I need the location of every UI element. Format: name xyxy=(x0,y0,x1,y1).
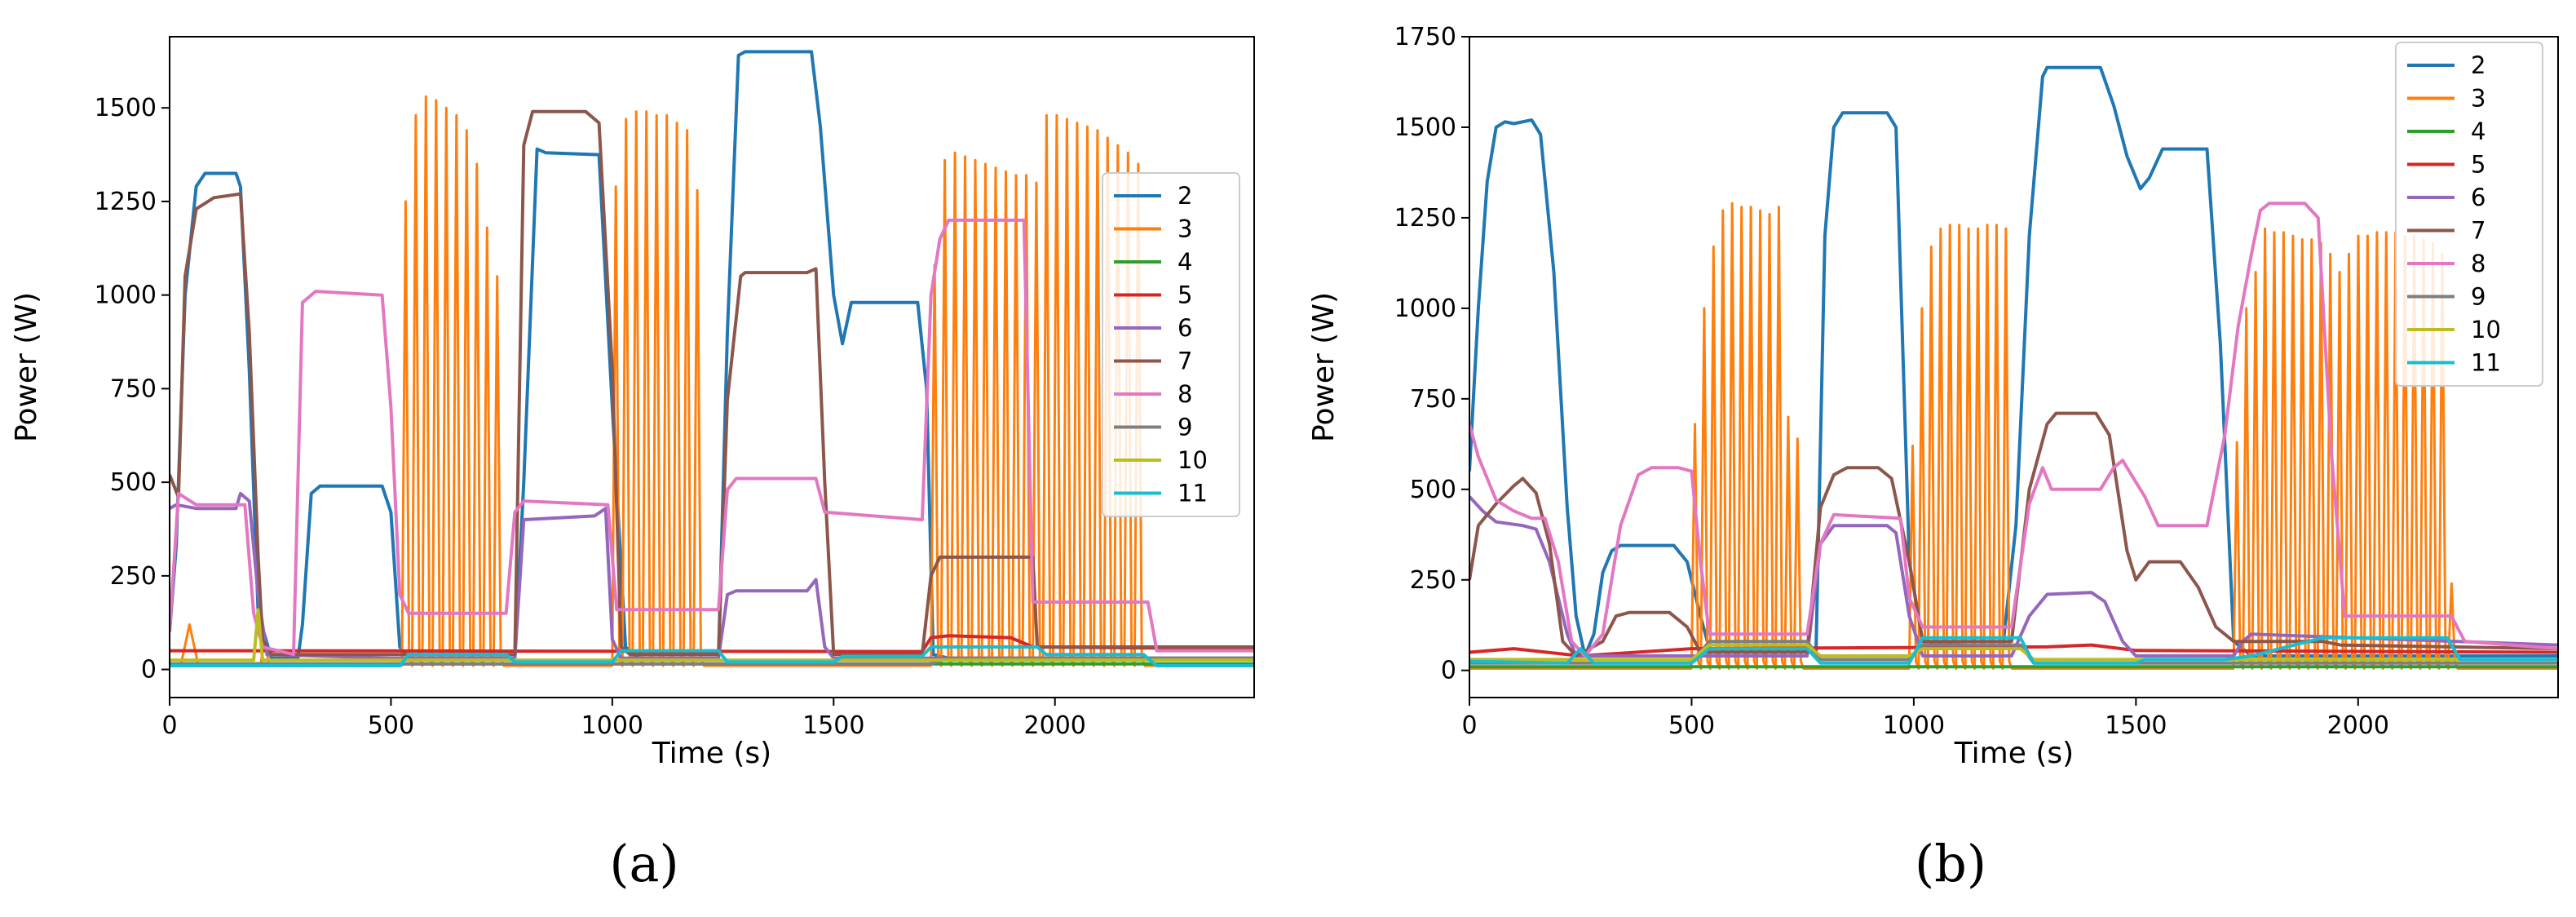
panel-caption: (b) xyxy=(1915,834,1986,893)
legend-entry-label: 11 xyxy=(2471,349,2501,377)
series-line-10 xyxy=(1469,643,2558,662)
series-line-7 xyxy=(1469,411,2558,658)
legend-entry-label: 4 xyxy=(1178,248,1192,276)
y-tick-label: 500 xyxy=(1410,476,1456,504)
panel-caption: (a) xyxy=(609,834,678,893)
plot-frame xyxy=(1469,36,2559,698)
legend-entry-label: 8 xyxy=(2471,250,2485,277)
legend-entry-label: 9 xyxy=(1178,414,1192,441)
panel-b: 0 500 1000 1500 2000 0 250 500 750 1000 1250 1500 17… xyxy=(1307,23,2559,893)
legend-box xyxy=(2395,42,2543,387)
x-tick-label: 500 xyxy=(368,711,414,740)
legend-entry-label: 11 xyxy=(1178,480,1208,507)
y-axis-label: Power (W) xyxy=(1307,292,1341,442)
y-tick-label: 0 xyxy=(1441,657,1456,685)
legend-entry-label: 8 xyxy=(1178,380,1192,408)
series-line-6 xyxy=(170,491,1254,660)
series-line-2 xyxy=(170,50,1254,660)
legend-entry-label: 3 xyxy=(2471,85,2485,113)
y-tick-label: 0 xyxy=(141,656,157,684)
series-line-7 xyxy=(170,109,1254,657)
legend-entry-label: 3 xyxy=(1178,215,1192,243)
x-tick-label: 500 xyxy=(1668,711,1715,740)
y-tick-label: 1500 xyxy=(1394,113,1456,142)
x-tick-label: 2000 xyxy=(2327,711,2389,740)
legend-entry-label: 5 xyxy=(2471,151,2485,179)
plot-frame xyxy=(169,36,1255,698)
y-tick-label: 1000 xyxy=(1394,295,1456,323)
y-tick-label: 250 xyxy=(110,562,157,591)
legend: 2 3 4 5 6 7 8 9 10 11 xyxy=(2395,42,2543,387)
x-tick-label: 1500 xyxy=(2105,711,2167,740)
x-tick-label: 1500 xyxy=(802,711,864,740)
y-tick-label: 1500 xyxy=(95,94,157,122)
series-line-3 xyxy=(1469,202,2558,670)
legend-entry-label: 7 xyxy=(1178,348,1192,375)
series-layer xyxy=(1469,65,2558,670)
legend-entry-label: 10 xyxy=(2471,316,2501,343)
series-line-6 xyxy=(1469,495,2558,658)
y-tick-label: 1250 xyxy=(1394,204,1456,233)
x-tick-label: 0 xyxy=(161,711,177,740)
legend-box xyxy=(1102,172,1240,517)
y-tick-label: 1250 xyxy=(95,188,157,216)
x-tick-label: 1000 xyxy=(581,711,643,740)
series-line-11 xyxy=(1469,636,2558,665)
tick-layer: 0 500 1000 1500 2000 0 250 500 750 1000 1250 1500 17… xyxy=(1394,23,2389,740)
y-tick-label: 250 xyxy=(1410,566,1456,595)
x-tick-label: 0 xyxy=(1461,711,1477,740)
y-tick-label: 1750 xyxy=(1394,23,1456,51)
legend-entry-label: 9 xyxy=(2471,283,2485,311)
legend-entry-label: 2 xyxy=(2471,51,2485,79)
legend-entry-label: 7 xyxy=(2471,217,2485,245)
legend-entry-label: 5 xyxy=(1178,281,1192,309)
legend: 2 3 4 5 6 7 8 9 10 11 xyxy=(1102,172,1240,517)
series-line-3 xyxy=(170,95,1254,667)
y-tick-label: 750 xyxy=(1410,385,1456,414)
x-tick-label: 1000 xyxy=(1883,711,1945,740)
x-axis-label: Time (s) xyxy=(1954,737,2074,770)
series-line-11 xyxy=(170,645,1254,667)
panel-a: 0 500 1000 1500 2000 0 250 500 750 1000 1250 1500 T… xyxy=(10,36,1255,893)
legend-entry-label: 10 xyxy=(1178,446,1208,474)
x-axis-label: Time (s) xyxy=(652,737,771,770)
legend-entry-label: 2 xyxy=(1178,182,1192,210)
y-tick-label: 1000 xyxy=(95,281,157,310)
tick-layer: 0 500 1000 1500 2000 0 250 500 750 1000 1250 1500 xyxy=(95,94,1086,740)
series-layer xyxy=(170,50,1254,667)
legend-entry-label: 6 xyxy=(1178,314,1192,342)
legend-entry-label: 6 xyxy=(2471,184,2485,211)
y-tick-label: 750 xyxy=(110,374,157,403)
y-axis-label: Power (W) xyxy=(10,292,43,442)
y-tick-label: 500 xyxy=(110,468,157,497)
series-line-10 xyxy=(170,608,1254,662)
series-line-2 xyxy=(1469,65,2558,658)
x-tick-label: 2000 xyxy=(1024,711,1086,740)
legend-entry-label: 4 xyxy=(2471,117,2485,145)
